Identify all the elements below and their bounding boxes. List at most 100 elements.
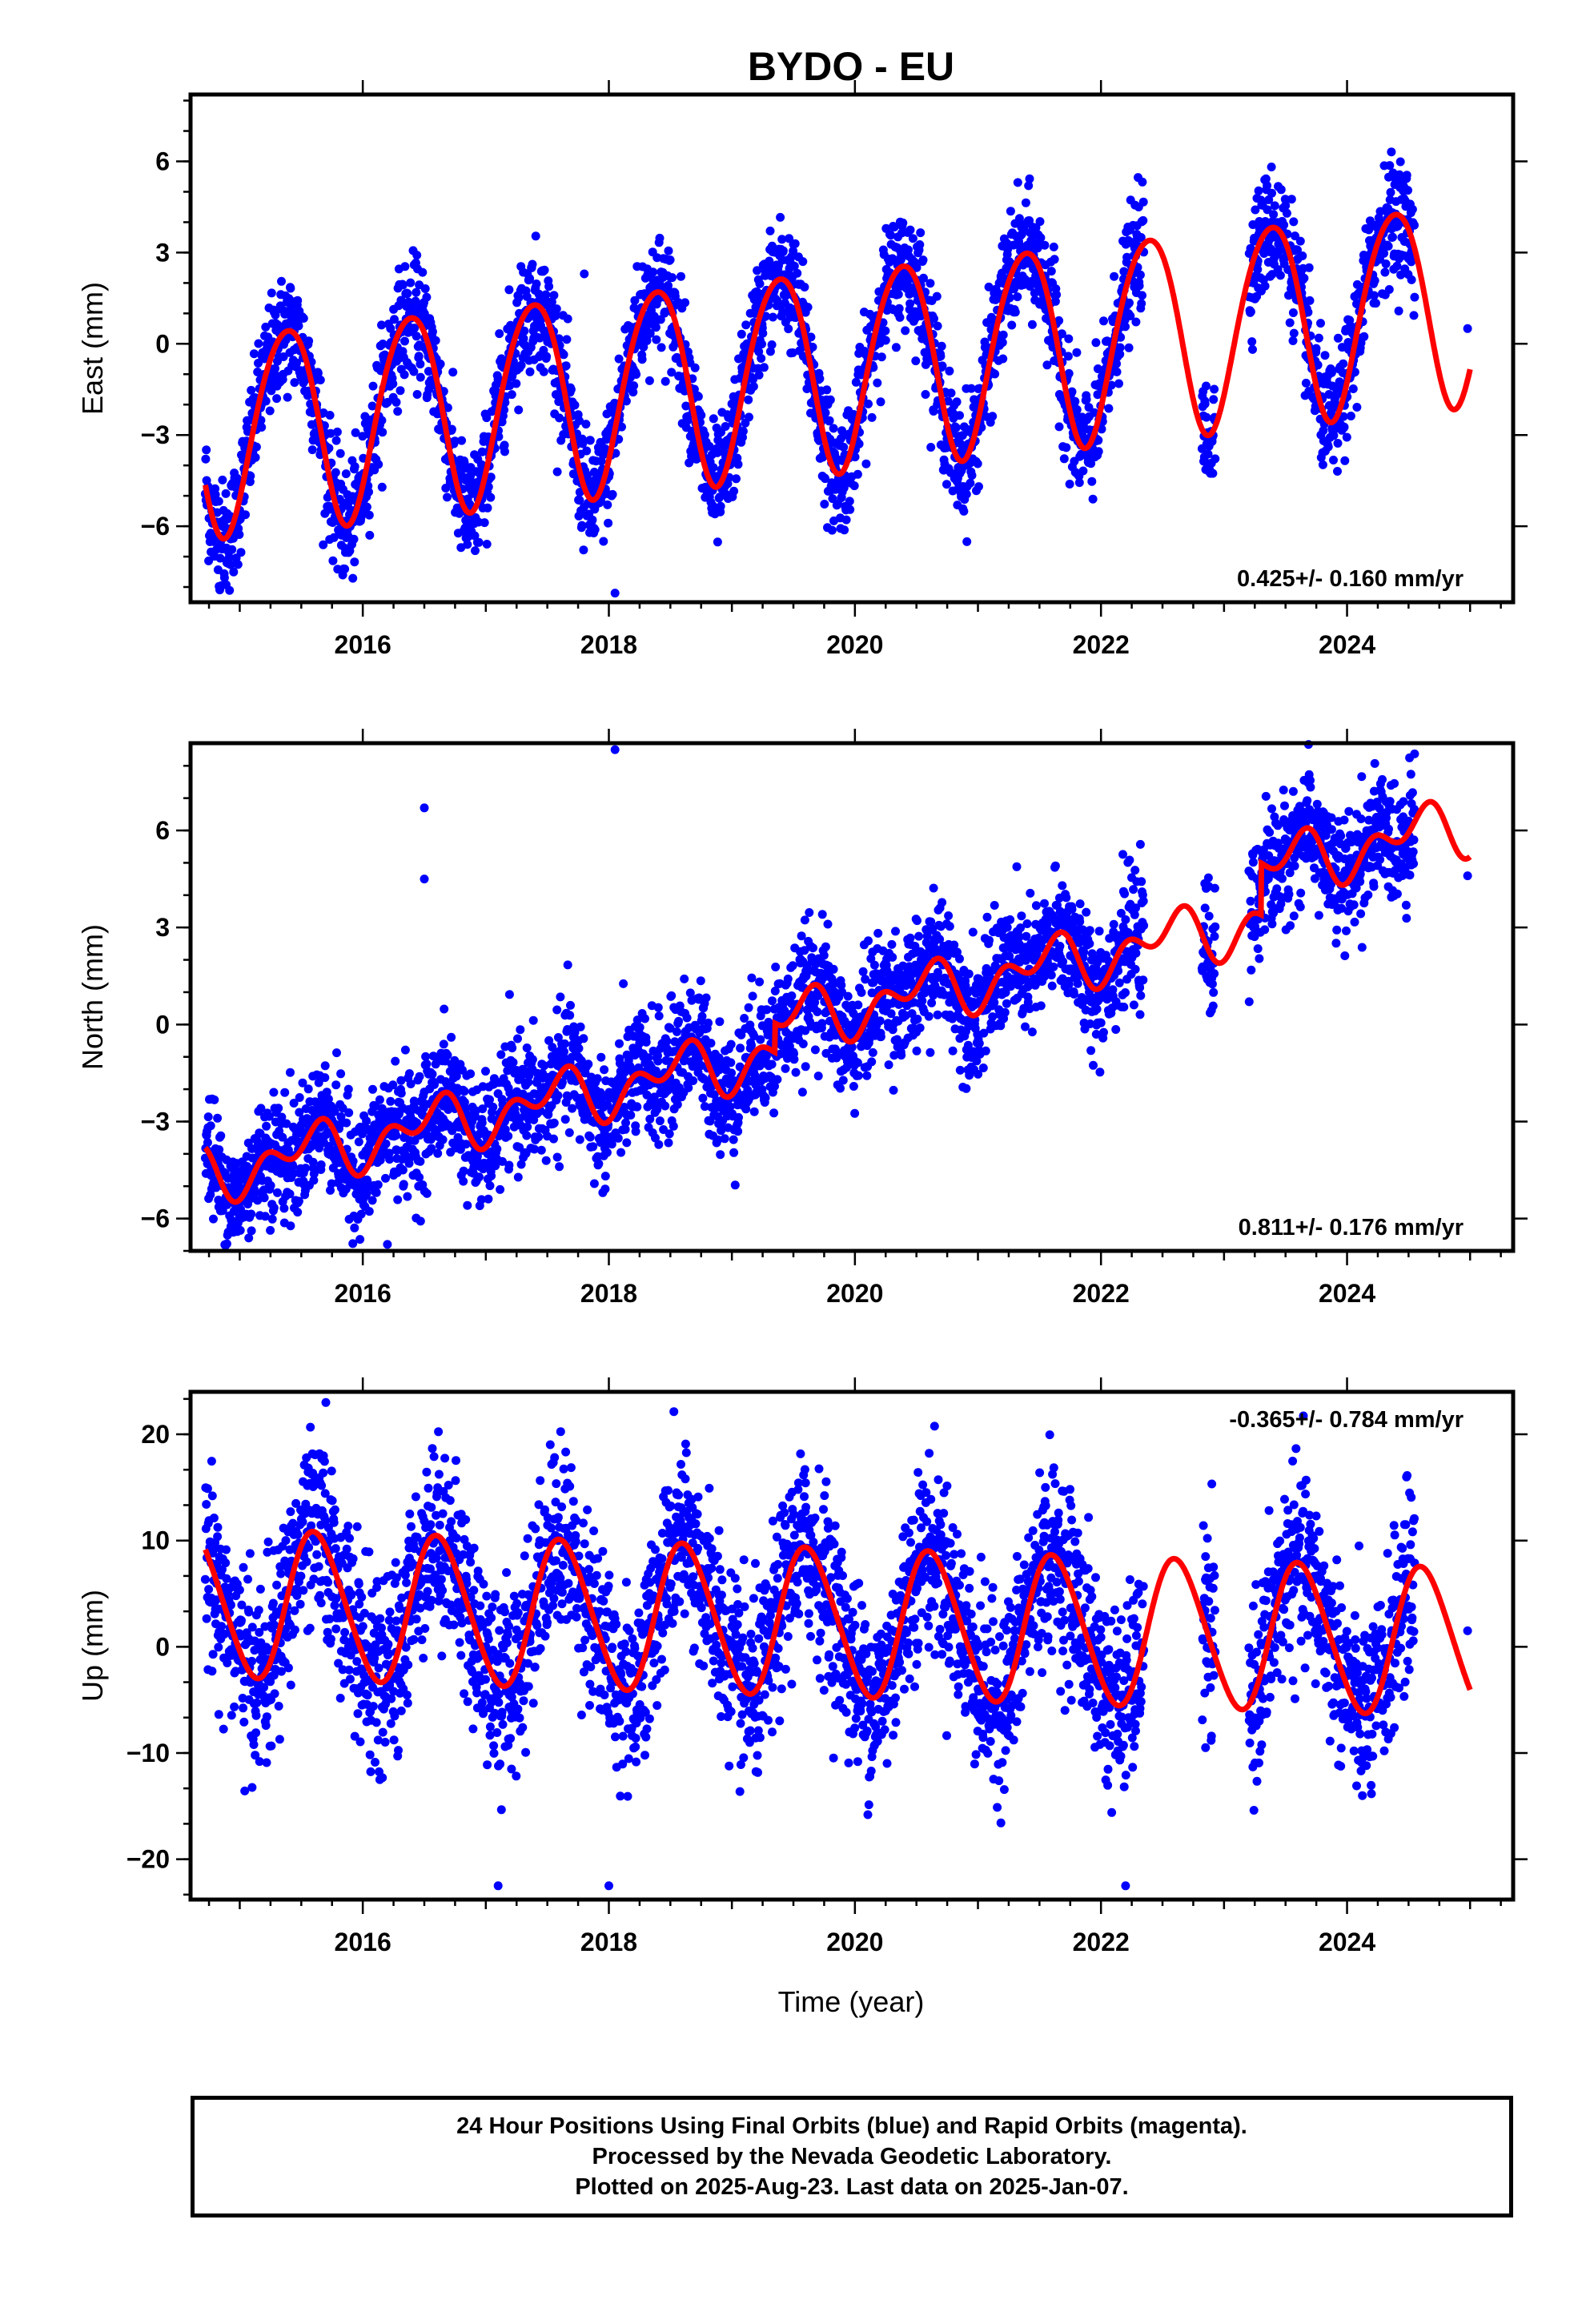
east-data-point-930 <box>514 293 524 302</box>
north-data-point-1042 <box>553 1091 563 1100</box>
east-data-point-3203 <box>1371 299 1380 308</box>
east-data-point-1269 <box>628 388 638 397</box>
east-data-point-2634 <box>1088 494 1098 504</box>
east-data-point-929 <box>514 405 524 415</box>
north-data-point-1341 <box>654 1140 664 1149</box>
east-data-point-479 <box>362 502 371 512</box>
north-data-point-861 <box>492 1144 502 1154</box>
north-data-point-200 <box>269 1088 279 1097</box>
north-data-point-714 <box>443 1051 452 1059</box>
east-data-point-2390 <box>1006 207 1015 216</box>
east-data-point-1365 <box>661 376 670 386</box>
east-data-point-3168 <box>1359 332 1369 341</box>
east-data-point-1049 <box>554 334 564 344</box>
east-data-point-674 <box>428 327 437 336</box>
east-data-point-1978 <box>867 412 877 422</box>
east-data-point-1837 <box>820 500 829 509</box>
north-data-point-513 <box>375 1095 384 1104</box>
east-data-point-3298 <box>1403 186 1412 195</box>
east-data-point-740 <box>450 436 460 446</box>
east-data-point-369 <box>325 411 335 420</box>
east-data-point-599 <box>403 289 412 298</box>
north-data-point-1118 <box>579 1034 588 1043</box>
east-data-point-909 <box>507 390 516 400</box>
east-data-point-2435 <box>1021 198 1030 207</box>
east-data-point-901 <box>504 285 514 295</box>
east-data-point-1131 <box>582 446 592 456</box>
north-data-point-1159 <box>592 1074 602 1084</box>
east-data-point-2122 <box>916 228 926 238</box>
east-data-point-2586 <box>1072 348 1082 357</box>
east-data-point-3052 <box>1320 351 1330 360</box>
east-data-point-1663 <box>761 312 770 321</box>
east-data-point-1310 <box>642 336 652 345</box>
north-data-point-1076 <box>564 1128 574 1137</box>
east-data-point-3136 <box>1348 384 1358 393</box>
east-data-point-1507 <box>709 463 718 472</box>
north-data-point-1470 <box>697 1011 707 1021</box>
north-data-point-415 <box>342 1118 351 1128</box>
east-data-point-486 <box>364 510 374 520</box>
north-data-point-1046 <box>555 1162 564 1172</box>
east-data-point-2742 <box>1125 298 1134 308</box>
east-data-point-1495 <box>705 441 714 451</box>
east-data-point-1676 <box>765 226 775 235</box>
east-data-point-1658 <box>759 363 769 372</box>
north-data-point-769 <box>461 1140 471 1149</box>
east-data-point-50 <box>218 475 227 485</box>
east-data-point-178 <box>261 322 271 332</box>
east-data-point-3319 <box>1463 324 1472 333</box>
east-data-point-484 <box>364 487 373 497</box>
north-data-point-703 <box>439 1039 448 1049</box>
north-data-point-36 <box>213 1113 223 1123</box>
east-data-point-1912 <box>845 497 854 506</box>
north-data-point-1039 <box>552 1005 562 1015</box>
east-data-point-2780 <box>1138 291 1146 300</box>
east-data-point-3111 <box>1340 456 1350 465</box>
east-data-point-1967 <box>864 399 873 408</box>
east-data-point-888 <box>500 447 509 456</box>
east-data-point-2477 <box>1035 217 1045 227</box>
east-data-point-3046 <box>1318 460 1327 469</box>
east-data-point-2581 <box>1070 396 1080 406</box>
east-y-tick-label: 6 <box>155 147 170 176</box>
east-data-point-731 <box>447 424 456 434</box>
east-data-point-3007 <box>1305 296 1315 305</box>
east-data-point-1411 <box>677 271 685 281</box>
east-data-point-627 <box>412 251 422 260</box>
east-data-point-591 <box>400 336 409 346</box>
east-data-point-2772 <box>1134 281 1144 291</box>
north-data-point-1007 <box>541 1156 551 1165</box>
east-data-point-847 <box>486 472 496 482</box>
east-data-point-144 <box>249 349 259 359</box>
east-data-point-2270 <box>966 478 975 488</box>
north-data-point-725 <box>447 1032 456 1042</box>
north-data-point-909 <box>508 1058 518 1068</box>
north-data-point-898 <box>504 990 514 999</box>
east-data-point-837 <box>483 503 492 513</box>
east-data-point-2935 <box>1281 201 1291 211</box>
east-data-point-2651 <box>1094 447 1103 456</box>
north-data-point-844 <box>487 1171 496 1180</box>
north-data-point-1084 <box>568 1104 577 1113</box>
east-y-tick-label: −3 <box>141 420 170 449</box>
north-data-point-1064 <box>560 1115 570 1124</box>
east-data-point-623 <box>411 296 420 306</box>
east-data-point-2295 <box>974 482 983 492</box>
north-data-point-491 <box>367 1196 377 1205</box>
east-data-point-2996 <box>1301 378 1311 388</box>
east-data-point-799 <box>470 531 480 541</box>
east-data-point-2948 <box>1285 318 1295 328</box>
east-data-point-3200 <box>1370 275 1379 285</box>
east-data-point-317 <box>307 445 317 455</box>
east-data-point-75 <box>226 560 235 569</box>
east-data-point-2004 <box>876 397 885 407</box>
east-data-point-2903 <box>1270 201 1279 211</box>
east-data-point-1235 <box>617 422 626 432</box>
east-data-point-3249 <box>1387 147 1396 157</box>
east-data-point-2108 <box>911 356 921 366</box>
north-data-point-633 <box>416 1156 425 1166</box>
east-data-point-1604 <box>741 320 751 330</box>
